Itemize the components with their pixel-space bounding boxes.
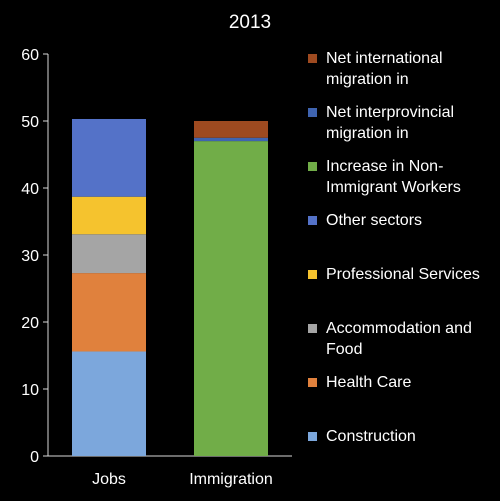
legend-label: Increase in Non-Immigrant Workers (326, 158, 461, 196)
x-tick-label: Jobs (92, 471, 126, 488)
legend-label: Construction (326, 428, 416, 445)
bar-segment-net-interprovincial-migration-in (194, 137, 268, 142)
bar-segment-other-sectors (72, 118, 146, 197)
y-tick-label: 40 (21, 181, 39, 198)
y-tick-label: 60 (21, 47, 39, 64)
legend-swatch (308, 378, 317, 387)
legend-item: Professional Services (308, 264, 500, 285)
y-tick-label: 50 (21, 114, 39, 131)
legend-item: Increase in Non-Immigrant Workers (308, 156, 500, 198)
y-tick-label: 20 (21, 315, 39, 332)
y-tick-label: 0 (30, 449, 39, 466)
legend-item: Accommodation and Food (308, 318, 500, 360)
legend-label: Net interprovincial migration in (326, 104, 455, 142)
x-axis: Jobs Immigration (48, 455, 292, 488)
legend-swatch (308, 432, 317, 441)
legend-label: Professional Services (326, 266, 480, 283)
y-tick-label: 10 (21, 382, 39, 399)
bars-group (72, 118, 268, 456)
legend-item: Net interprovincial migration in (308, 102, 500, 144)
chart-title: 2013 (229, 12, 271, 33)
legend-item: Other sectors (308, 210, 500, 231)
bar-segment-health-care (72, 273, 146, 352)
y-axis: 0 10 20 30 40 50 60 (21, 47, 49, 466)
legend-swatch (308, 162, 317, 171)
legend-item: Health Care (308, 372, 500, 393)
y-tick-label: 30 (21, 248, 39, 265)
bar-segment-professional-services (72, 196, 146, 235)
legend-item: Net international migration in (308, 48, 500, 90)
legend-swatch (308, 54, 317, 63)
bar-segment-increase-in-non-immigrant-workers (194, 141, 268, 456)
legend-label: Health Care (326, 374, 412, 391)
legend-swatch (308, 270, 317, 279)
legend-label: Other sectors (326, 212, 423, 229)
legend-label: Accommodation and Food (326, 320, 472, 358)
legend-swatch (308, 324, 317, 333)
x-tick-label: Immigration (189, 471, 273, 488)
legend: Net international migration in Net interp… (308, 0, 500, 496)
legend-swatch (308, 216, 317, 225)
bar-segment-construction (72, 351, 146, 456)
legend-swatch (308, 108, 317, 117)
legend-label: Net international migration in (326, 50, 443, 88)
bar-segment-net-international-migration-in (194, 121, 268, 138)
legend-item: Construction (308, 426, 500, 447)
bar-segment-accommodation-and-food (72, 234, 146, 274)
